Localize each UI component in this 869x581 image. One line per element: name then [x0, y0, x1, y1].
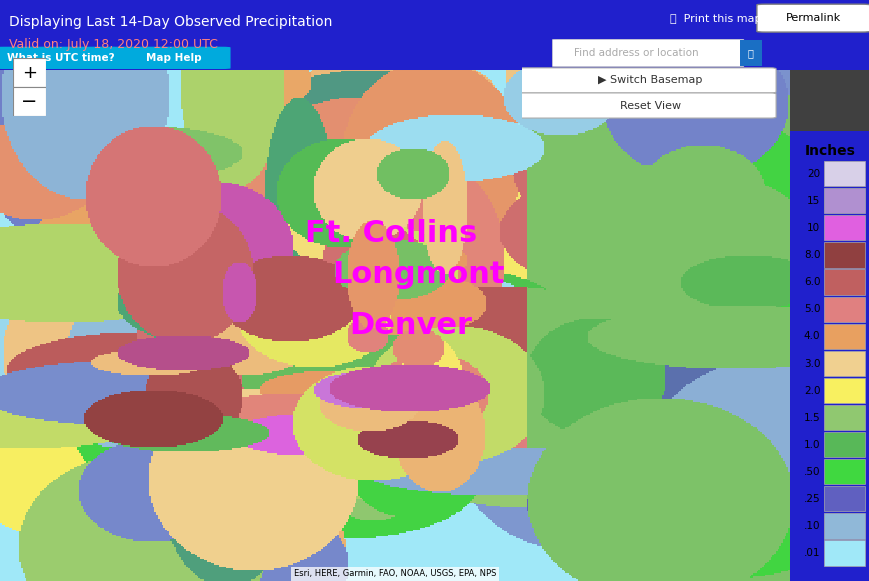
- Text: ▶ Switch Basemap: ▶ Switch Basemap: [598, 76, 701, 85]
- Bar: [823, 188, 864, 213]
- Bar: [823, 161, 864, 187]
- Text: 2.0: 2.0: [803, 386, 819, 396]
- FancyBboxPatch shape: [756, 4, 869, 32]
- Bar: [823, 351, 864, 376]
- Bar: [13, 58, 46, 87]
- Text: Ft. Collins: Ft. Collins: [304, 219, 476, 248]
- Bar: [823, 216, 864, 241]
- Text: 4.0: 4.0: [803, 331, 819, 342]
- Text: 8.0: 8.0: [803, 250, 819, 260]
- Bar: [823, 296, 864, 322]
- Bar: [823, 432, 864, 457]
- Text: 10: 10: [806, 223, 819, 233]
- Text: .10: .10: [803, 521, 819, 531]
- FancyBboxPatch shape: [516, 68, 775, 93]
- Text: −: −: [22, 92, 37, 111]
- FancyBboxPatch shape: [109, 46, 230, 69]
- FancyBboxPatch shape: [516, 93, 775, 118]
- Text: Valid on: July 18, 2020 12:00 UTC: Valid on: July 18, 2020 12:00 UTC: [9, 38, 217, 51]
- Text: 6.0: 6.0: [803, 277, 819, 287]
- Text: 1.0: 1.0: [803, 440, 819, 450]
- Bar: [823, 540, 864, 566]
- Text: Longmont: Longmont: [332, 260, 504, 289]
- Text: Map Help: Map Help: [146, 53, 202, 63]
- Bar: [823, 405, 864, 430]
- Text: +: +: [22, 64, 37, 81]
- Text: .50: .50: [803, 467, 819, 477]
- Text: Displaying Last 14-Day Observed Precipitation: Displaying Last 14-Day Observed Precipit…: [9, 15, 332, 29]
- FancyBboxPatch shape: [0, 46, 117, 69]
- Text: 3.0: 3.0: [803, 358, 819, 368]
- Bar: [823, 514, 864, 539]
- Bar: [789, 70, 869, 131]
- Bar: [823, 324, 864, 349]
- Bar: [823, 270, 864, 295]
- Text: 🖨  Print this map: 🖨 Print this map: [669, 14, 760, 24]
- Text: .01: .01: [803, 548, 819, 558]
- Bar: [823, 459, 864, 485]
- Text: What is UTC time?: What is UTC time?: [7, 53, 115, 63]
- Text: Inches: Inches: [804, 144, 854, 158]
- Text: .25: .25: [803, 494, 819, 504]
- Text: Reset View: Reset View: [619, 101, 680, 110]
- Text: 20: 20: [806, 169, 819, 179]
- Text: Find address or location: Find address or location: [574, 48, 698, 58]
- Text: 🔍: 🔍: [747, 48, 753, 58]
- Bar: [823, 378, 864, 403]
- FancyBboxPatch shape: [552, 40, 743, 67]
- Text: 15: 15: [806, 196, 819, 206]
- Text: Esri, HERE, Garmin, FAO, NOAA, USGS, EPA, NPS: Esri, HERE, Garmin, FAO, NOAA, USGS, EPA…: [294, 569, 495, 579]
- Bar: [823, 242, 864, 268]
- Bar: [823, 486, 864, 511]
- Bar: [13, 87, 46, 116]
- Text: 5.0: 5.0: [803, 304, 819, 314]
- FancyBboxPatch shape: [740, 40, 761, 66]
- Text: Permalink: Permalink: [785, 13, 840, 23]
- Text: 1.5: 1.5: [803, 413, 819, 423]
- Text: Denver: Denver: [348, 311, 472, 340]
